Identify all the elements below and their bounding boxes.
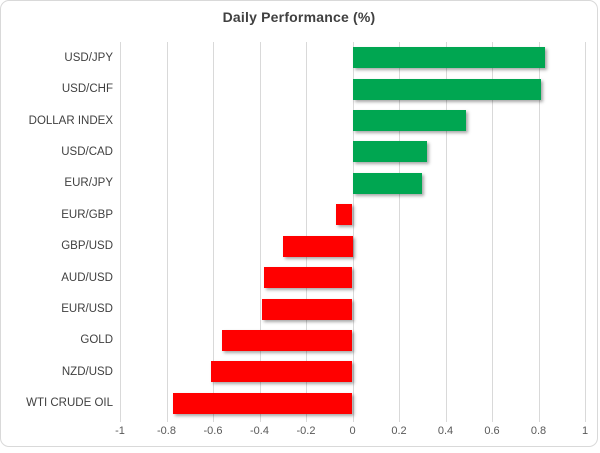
- x-tick-label: 0: [349, 425, 356, 437]
- x-tick-label: 0.2: [391, 425, 407, 437]
- chart-row: USD/CAD: [1, 136, 597, 167]
- category-label: GBP/USD: [61, 240, 113, 253]
- gridline: [538, 42, 540, 422]
- chart-row: NZD/USD: [1, 356, 597, 387]
- bar: [352, 78, 541, 100]
- bar: [352, 172, 423, 194]
- category-label: NZD/USD: [61, 365, 113, 378]
- bar: [352, 141, 427, 163]
- chart-row: EUR/USD: [1, 293, 597, 324]
- category-label: USD/JPY: [64, 51, 113, 64]
- x-tick-label: 0.6: [484, 425, 500, 437]
- x-tick-label: 0.4: [437, 425, 454, 437]
- bar: [352, 110, 467, 132]
- x-tick-label: -0.2: [296, 425, 316, 437]
- x-tick-label: -1: [115, 425, 125, 437]
- chart-row: DOLLAR INDEX: [1, 105, 597, 136]
- chart-row: EUR/GBP: [1, 199, 597, 230]
- x-tick-label: -0.4: [250, 425, 269, 437]
- gridline: [259, 42, 261, 422]
- category-label: EUR/GBP: [61, 208, 113, 221]
- x-tick-label: -0.6: [203, 425, 223, 437]
- category-label: EUR/USD: [61, 303, 113, 316]
- gridline: [445, 42, 447, 422]
- chart-row: USD/JPY: [1, 42, 597, 73]
- chart-title: Daily Performance (%): [222, 9, 376, 25]
- bar: [210, 361, 353, 383]
- category-label: DOLLAR INDEX: [28, 114, 113, 127]
- bar: [173, 392, 353, 414]
- bar: [264, 267, 353, 289]
- gridline: [306, 42, 307, 422]
- chart-row: USD/CHF: [1, 73, 597, 104]
- gridline: [492, 42, 493, 422]
- category-label: EUR/JPY: [64, 177, 113, 190]
- gridline: [352, 42, 354, 422]
- bar: [282, 235, 353, 257]
- bar: [336, 204, 353, 226]
- x-tick-label: 0.8: [530, 425, 547, 437]
- gridline: [585, 42, 586, 422]
- bar: [222, 329, 353, 351]
- chart-row: AUD/USD: [1, 262, 597, 293]
- x-tick-label: 1: [581, 425, 589, 437]
- chart-row: EUR/JPY: [1, 168, 597, 199]
- category-label: AUD/USD: [61, 271, 113, 284]
- gridline: [166, 42, 168, 422]
- chart-row: WTI CRUDE OIL: [1, 388, 597, 419]
- chart-row: GBP/USD: [1, 231, 597, 262]
- gridline: [399, 42, 400, 422]
- category-label: WTI CRUDE OIL: [26, 397, 113, 410]
- bar: [261, 298, 353, 320]
- category-label: GOLD: [80, 334, 113, 347]
- x-tick-label: -0.8: [157, 425, 176, 437]
- gridline: [213, 42, 214, 422]
- category-label: USD/CHF: [61, 83, 113, 96]
- bar: [352, 47, 546, 69]
- chart-row: GOLD: [1, 325, 597, 356]
- gridline: [120, 42, 121, 422]
- category-label: USD/CAD: [61, 145, 113, 158]
